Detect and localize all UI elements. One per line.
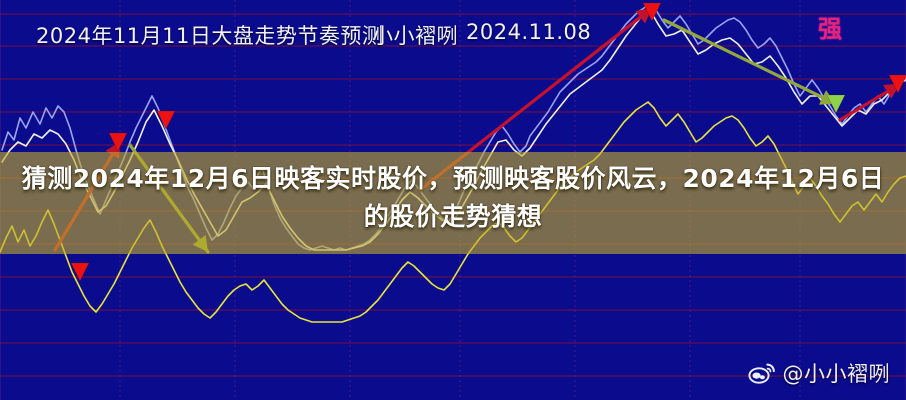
marker-trough-marker-2 (826, 94, 846, 114)
weibo-icon (747, 363, 775, 384)
chart-header-title: 2024年11月11日大盘走势节奏预测 (36, 24, 384, 48)
marker-peak-marker-4 (888, 74, 906, 94)
caption-band (0, 152, 906, 254)
signal-markers-group (70, 2, 906, 282)
marker-peak-marker-1 (108, 132, 128, 152)
trend-arrow-downtrend-2 (662, 18, 838, 106)
chart-header-author: 小小褶咧 (372, 24, 458, 48)
watermark: @小小褶咧 (747, 358, 891, 388)
chart-header-date: 2024.11.08 (466, 20, 592, 44)
marker-trough-marker-1 (70, 262, 90, 282)
marker-peak-marker-3 (642, 2, 662, 22)
watermark-handle: @小小褶咧 (782, 362, 890, 386)
overlay-headline: 猜测2024年12月6日映客实时股价，预测映客股价风云，2024年12月6日的股… (21, 164, 885, 231)
marker-peak-marker-2 (156, 110, 176, 130)
strength-annotation: 强 (818, 15, 843, 43)
